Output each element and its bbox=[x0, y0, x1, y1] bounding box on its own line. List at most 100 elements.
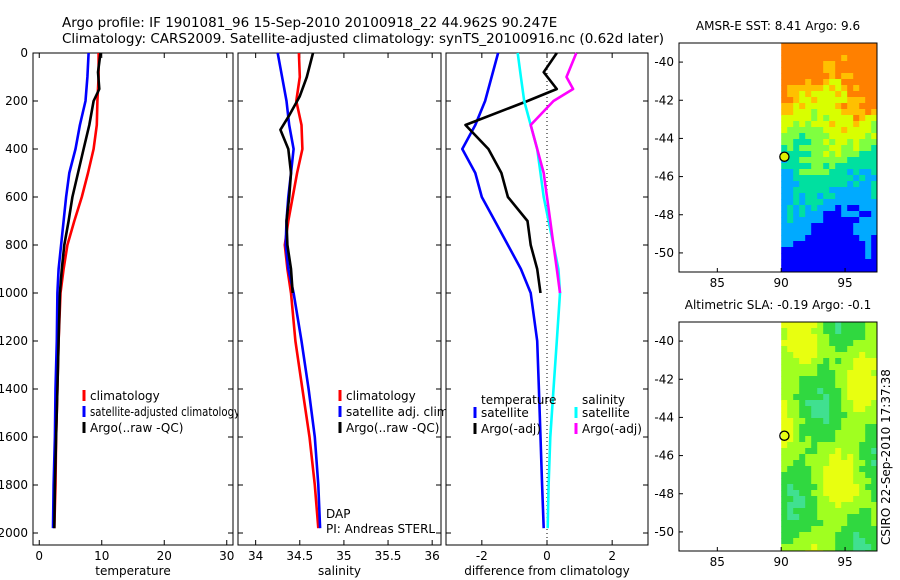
sla-heatmap-cell bbox=[835, 448, 842, 455]
sst-heatmap-cell bbox=[799, 175, 806, 182]
sst-heatmap-cell bbox=[871, 163, 878, 170]
sla-heatmap-cell bbox=[781, 400, 788, 407]
sla-heatmap-cell bbox=[835, 514, 842, 521]
sst-heatmap-cell bbox=[793, 91, 800, 98]
sla-heatmap-cell bbox=[835, 472, 842, 479]
sst-heatmap-cell bbox=[823, 85, 830, 92]
sla-heatmap-cell bbox=[871, 460, 878, 467]
sla-heatmap-cell bbox=[805, 484, 812, 491]
sst-heatmap-cell bbox=[847, 43, 854, 50]
sla-heatmap-cell bbox=[841, 328, 848, 335]
sst-heatmap-cell bbox=[853, 91, 860, 98]
sla-heatmap-cell bbox=[811, 544, 818, 551]
sla-heatmap-cell bbox=[805, 478, 812, 485]
sst-heatmap-cell bbox=[817, 151, 824, 158]
sst-heatmap-cell bbox=[787, 151, 794, 158]
sst-heatmap-cell bbox=[835, 61, 842, 68]
sla-heatmap-cell bbox=[781, 508, 788, 515]
sst-heatmap-cell bbox=[817, 259, 824, 266]
temperature-y-tick-label: 800 bbox=[5, 238, 28, 252]
sst-heatmap-cell bbox=[835, 91, 842, 98]
sst-heatmap-cell bbox=[793, 139, 800, 146]
sla-heatmap-cell bbox=[871, 436, 878, 443]
sla-heatmap-cell bbox=[811, 472, 818, 479]
sst-heatmap-cell bbox=[847, 139, 854, 146]
sla-heatmap-cell bbox=[853, 418, 860, 425]
sst-heatmap-cell bbox=[871, 181, 878, 188]
sla-heatmap-cell bbox=[823, 430, 830, 437]
sst-heatmap-cell bbox=[811, 121, 818, 128]
sst-heatmap-cell bbox=[847, 193, 854, 200]
sla-heatmap-cell bbox=[871, 544, 878, 551]
sla-heatmap-cell bbox=[871, 352, 878, 359]
sst-heatmap-cell bbox=[823, 247, 830, 254]
sst-heatmap-cell bbox=[847, 253, 854, 260]
sla-heatmap-cell bbox=[817, 370, 824, 377]
sst-heatmap-cell bbox=[841, 175, 848, 182]
sla-heatmap-cell bbox=[853, 424, 860, 431]
sst-heatmap-cell bbox=[835, 127, 842, 134]
sst-heatmap-cell bbox=[871, 133, 878, 140]
sla-heatmap-cell bbox=[811, 328, 818, 335]
sla-heatmap-cell bbox=[835, 400, 842, 407]
sla-heatmap-cell bbox=[781, 514, 788, 521]
temperature-y-tick-label: 2000 bbox=[0, 526, 28, 540]
sst-heatmap-cell bbox=[853, 193, 860, 200]
sla-heatmap-cell bbox=[817, 514, 824, 521]
sla-heatmap-cell bbox=[835, 430, 842, 437]
sla-heatmap-cell bbox=[781, 388, 788, 395]
sst-heatmap-cell bbox=[871, 103, 878, 110]
sst-heatmap-cell bbox=[811, 259, 818, 266]
sst-heatmap-cell bbox=[847, 211, 854, 218]
sst-heatmap-cell bbox=[799, 121, 806, 128]
sla-heatmap-cell bbox=[799, 538, 806, 545]
sla-heatmap-cell bbox=[835, 388, 842, 395]
sst-heatmap-cell bbox=[841, 265, 848, 272]
sst-heatmap-cell bbox=[781, 181, 788, 188]
sla-heatmap-cell bbox=[787, 478, 794, 485]
sla-heatmap-cell bbox=[865, 478, 872, 485]
sst-heatmap-cell bbox=[793, 109, 800, 116]
sla-heatmap-cell bbox=[841, 418, 848, 425]
sst-heatmap-cell bbox=[841, 163, 848, 170]
sla-heatmap-cell bbox=[811, 478, 818, 485]
sla-panel-title: Altimetric SLA: -0.19 Argo: -0.1 bbox=[685, 298, 872, 312]
sst-heatmap-cell bbox=[805, 169, 812, 176]
sst-heatmap-cell bbox=[787, 229, 794, 236]
sst-heatmap-cell bbox=[859, 169, 866, 176]
sst-heatmap-cell bbox=[859, 79, 866, 86]
salinity-x-tick-label: 35.5 bbox=[375, 549, 402, 563]
sla-heatmap-cell bbox=[859, 346, 866, 353]
sst-heatmap-cell bbox=[871, 109, 878, 116]
sla-heatmap-cell bbox=[847, 484, 854, 491]
sla-heatmap-cell bbox=[841, 532, 848, 539]
sla-heatmap-cell bbox=[859, 322, 866, 329]
sst-heatmap-cell bbox=[817, 199, 824, 206]
sla-heatmap-cell bbox=[847, 424, 854, 431]
sla-heatmap-cell bbox=[781, 334, 788, 341]
sla-heatmap-cell bbox=[841, 340, 848, 347]
sst-heatmap-cell bbox=[799, 223, 806, 230]
sst-heatmap-cell bbox=[835, 181, 842, 188]
sla-heatmap-cell bbox=[859, 478, 866, 485]
sla-heatmap-cell bbox=[859, 406, 866, 413]
sla-heatmap-cell bbox=[781, 424, 788, 431]
sst-heatmap-cell bbox=[847, 67, 854, 74]
sst-heatmap-cell bbox=[799, 97, 806, 104]
sla-heatmap-cell bbox=[829, 364, 836, 371]
sst-heatmap-cell bbox=[865, 235, 872, 242]
sla-heatmap-cell bbox=[811, 502, 818, 509]
sla-heatmap-cell bbox=[817, 364, 824, 371]
sla-heatmap-cell bbox=[811, 340, 818, 347]
sst-heatmap-cell bbox=[787, 169, 794, 176]
sla-heatmap-cell bbox=[805, 370, 812, 377]
sst-heatmap-cell bbox=[823, 163, 830, 170]
sst-heatmap-cell bbox=[859, 85, 866, 92]
sst-heatmap-cell bbox=[805, 127, 812, 134]
sla-heatmap-cell bbox=[859, 436, 866, 443]
sla-heatmap-cell bbox=[793, 376, 800, 383]
sst-heatmap-cell bbox=[859, 103, 866, 110]
sst-heatmap-cell bbox=[871, 265, 878, 272]
sla-heatmap-cell bbox=[865, 514, 872, 521]
sla-heatmap-cell bbox=[829, 382, 836, 389]
